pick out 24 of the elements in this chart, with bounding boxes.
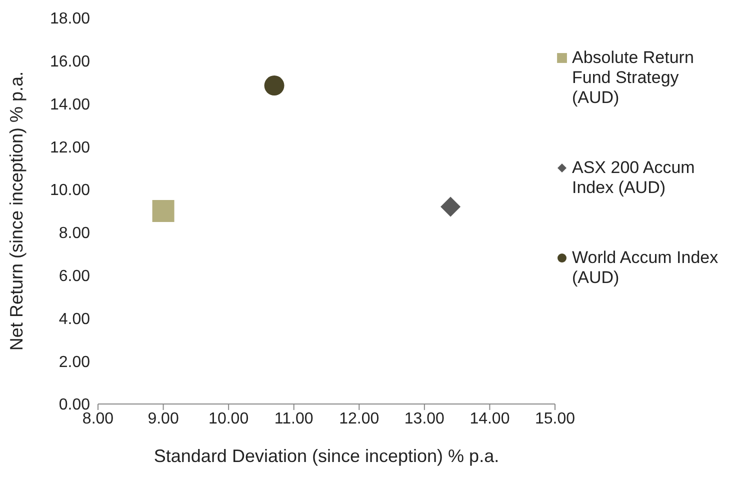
legend-label: World Accum Index (AUD) [572, 248, 720, 288]
x-tick-label: 15.00 [534, 410, 576, 428]
x-tick-label: 10.00 [208, 410, 249, 428]
x-tick-label: 13.00 [404, 410, 445, 428]
y-tick-label: 10.00 [50, 182, 90, 200]
x-tick-label: 14.00 [470, 410, 510, 428]
legend-label: ASX 200 Accum Index (AUD) [572, 158, 696, 198]
x-tick-label: 9.00 [148, 410, 179, 428]
y-tick-label: 16.00 [50, 54, 90, 71]
y-tick-label: 6.00 [58, 268, 90, 286]
y-tick-label: 18.00 [50, 10, 90, 28]
x-axis-title: Standard Deviation (since inception) % p.a. [154, 446, 500, 466]
legend-label: Absolute Return Fund Strategy (AUD) [572, 48, 695, 108]
y-tick-label: 12.00 [50, 139, 90, 156]
point [264, 76, 284, 96]
y-tick-label: 4.00 [58, 310, 90, 328]
y-tick-label: 8.00 [58, 225, 90, 242]
point [152, 200, 174, 222]
y-tick-label: 14.00 [50, 96, 90, 114]
y-axis-title: Net Return (since inception) % p.a. [6, 71, 26, 351]
y-tick-label: 2.00 [58, 354, 90, 371]
x-tick-label: 11.00 [274, 410, 314, 428]
point [440, 196, 461, 217]
x-tick-label: 12.00 [339, 410, 380, 428]
